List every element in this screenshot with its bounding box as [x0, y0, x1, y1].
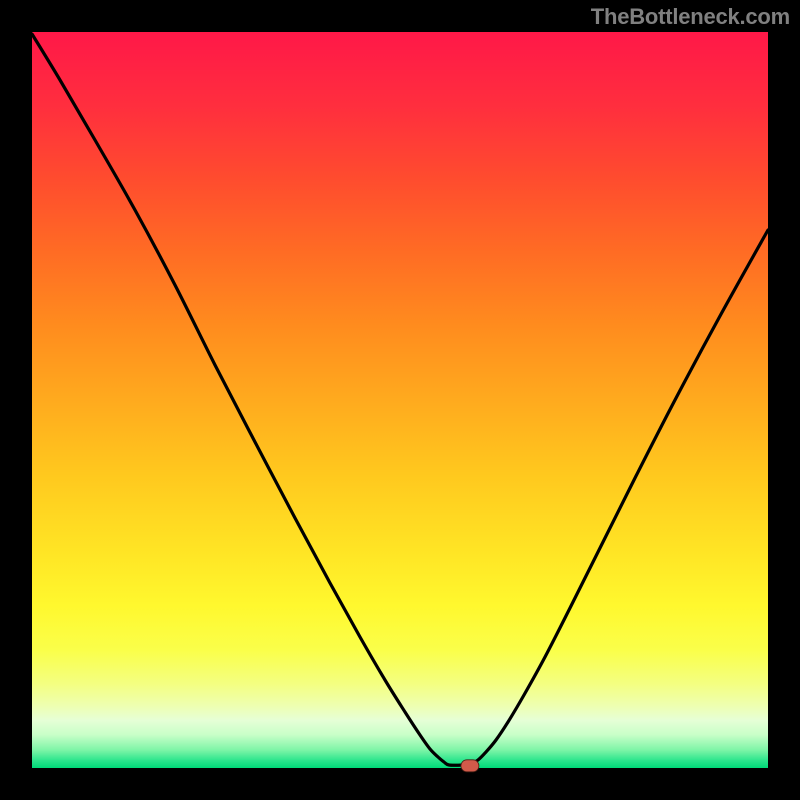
chart-container: { "watermark": { "text": "TheBottleneck.…	[0, 0, 800, 800]
optimal-marker	[461, 760, 479, 772]
gradient-background	[32, 32, 768, 768]
plot-area	[32, 32, 768, 772]
bottleneck-chart	[0, 0, 800, 800]
watermark-text: TheBottleneck.com	[591, 4, 790, 30]
